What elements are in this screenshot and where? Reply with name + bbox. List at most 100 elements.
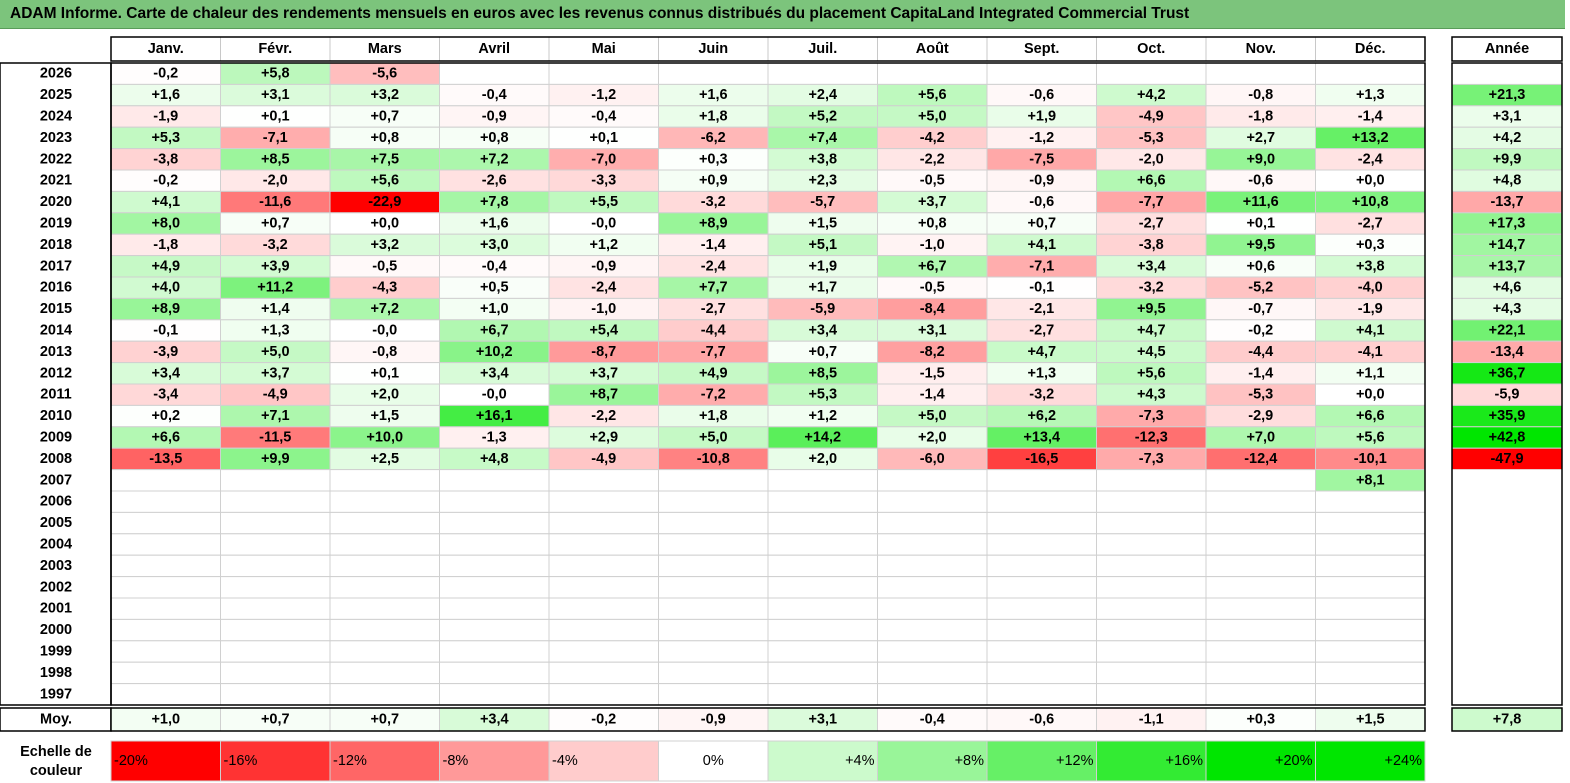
avg-cell-value: -1,1 bbox=[1139, 712, 1164, 728]
heat-cell-value: +6,7 bbox=[918, 258, 947, 274]
heat-cell bbox=[986, 62, 1097, 85]
heat-cell bbox=[548, 511, 659, 535]
heat-cell-value: +9,5 bbox=[1246, 237, 1275, 253]
heat-cell bbox=[1205, 683, 1316, 706]
scale-swatch-label: +12% bbox=[1056, 753, 1094, 769]
heat-cell bbox=[439, 618, 550, 642]
heat-cell bbox=[986, 576, 1097, 599]
annual-cell-value: +14,7 bbox=[1489, 237, 1526, 253]
year-label: 2015 bbox=[40, 301, 72, 317]
month-header-cell bbox=[986, 36, 1097, 62]
heat-cell bbox=[548, 683, 659, 706]
heat-cell-value: -16,5 bbox=[1025, 451, 1058, 467]
heat-cell-value: -0,6 bbox=[1029, 194, 1054, 210]
heat-cell bbox=[1205, 533, 1316, 556]
heat-cell-value: -5,2 bbox=[1248, 280, 1273, 296]
annual-cell-value: -13,7 bbox=[1490, 194, 1523, 210]
scale-swatch-label: +4% bbox=[845, 753, 875, 769]
heat-cell-value: -0,6 bbox=[1029, 87, 1054, 103]
avg-cell-value: +1,5 bbox=[1356, 712, 1385, 728]
heat-cell bbox=[767, 469, 878, 492]
annual-cell-value: +9,9 bbox=[1493, 151, 1522, 167]
heat-cell-value: +5,0 bbox=[699, 430, 728, 446]
heat-cell-value: +2,9 bbox=[589, 430, 618, 446]
year-label: 1999 bbox=[40, 644, 72, 660]
heat-cell bbox=[1315, 640, 1426, 663]
heat-cell-value: +1,6 bbox=[699, 87, 728, 103]
heat-cell bbox=[220, 511, 331, 535]
heat-cell bbox=[877, 469, 988, 492]
heat-cell-value: +2,5 bbox=[370, 451, 399, 467]
heat-cell-value: -6,0 bbox=[920, 451, 945, 467]
heat-cell-value: +10,2 bbox=[476, 344, 513, 360]
heat-cell-value: -4,9 bbox=[263, 387, 288, 403]
heat-cell bbox=[767, 618, 878, 642]
heat-cell-value: +9,0 bbox=[1246, 151, 1275, 167]
heat-cell-value: +9,9 bbox=[261, 451, 290, 467]
scale-swatch-label: +8% bbox=[955, 753, 985, 769]
heat-cell bbox=[439, 490, 550, 513]
heat-cell-value: -3,2 bbox=[1139, 280, 1164, 296]
heat-cell-value: +4,8 bbox=[480, 451, 509, 467]
heat-cell-value: +3,4 bbox=[808, 323, 837, 339]
annual-cell-value: +21,3 bbox=[1489, 87, 1526, 103]
heat-cell-value: +8,7 bbox=[589, 387, 618, 403]
avg-cell-value: +3,4 bbox=[480, 712, 509, 728]
heat-cell bbox=[329, 683, 440, 706]
avg-cell-value: +1,0 bbox=[151, 712, 180, 728]
heat-cell-value: +1,5 bbox=[808, 216, 837, 232]
heat-cell bbox=[329, 469, 440, 492]
heat-cell-value: +3,7 bbox=[261, 365, 290, 381]
scale-swatch-label: +20% bbox=[1275, 753, 1313, 769]
heat-cell bbox=[220, 618, 331, 642]
heat-cell bbox=[1315, 597, 1426, 620]
heat-cell bbox=[877, 683, 988, 706]
heat-cell-value: +10,8 bbox=[1352, 194, 1389, 210]
heat-cell-value: -4,9 bbox=[591, 451, 616, 467]
heat-cell-value: +5,6 bbox=[1356, 430, 1385, 446]
heat-cell-value: +5,1 bbox=[808, 237, 837, 253]
heat-cell-value: -7,1 bbox=[263, 130, 288, 146]
heat-cell bbox=[658, 554, 769, 578]
heat-cell-value: +7,5 bbox=[370, 151, 399, 167]
heat-cell-value: -2,9 bbox=[1248, 408, 1273, 424]
year-label: 2001 bbox=[40, 601, 72, 617]
heat-cell-value: +7,2 bbox=[480, 151, 509, 167]
heat-cell-value: -0,1 bbox=[1029, 280, 1054, 296]
scale-swatch-label: -4% bbox=[552, 753, 578, 769]
heat-cell bbox=[986, 554, 1097, 578]
heat-cell-value: -10,8 bbox=[697, 451, 730, 467]
avg-cell-value: -0,4 bbox=[920, 712, 945, 728]
annual-cell-value: -13,4 bbox=[1490, 344, 1523, 360]
heat-cell-value: +8,1 bbox=[1356, 472, 1385, 488]
heat-cell-value: -3,4 bbox=[153, 387, 178, 403]
heat-cell-value: +13,2 bbox=[1352, 130, 1389, 146]
heat-cell-value: +5,0 bbox=[918, 408, 947, 424]
heat-cell-value: -8,2 bbox=[920, 344, 945, 360]
heat-cell bbox=[658, 62, 769, 85]
heat-cell bbox=[658, 618, 769, 642]
year-label: 2023 bbox=[40, 130, 72, 146]
heat-cell-value: +2,7 bbox=[1246, 130, 1275, 146]
heat-cell-value: +1,7 bbox=[808, 280, 837, 296]
heat-cell bbox=[110, 511, 221, 535]
heat-cell-value: +0,7 bbox=[1027, 216, 1056, 232]
year-label: 2017 bbox=[40, 258, 72, 274]
heat-cell-value: -1,0 bbox=[591, 301, 616, 317]
heat-cell bbox=[1096, 597, 1207, 620]
heat-cell-value: -12,3 bbox=[1135, 430, 1168, 446]
heat-cell-value: -2,7 bbox=[1029, 323, 1054, 339]
heat-cell bbox=[767, 511, 878, 535]
heat-cell-value: +5,2 bbox=[808, 109, 837, 125]
heat-cell-value: +3,7 bbox=[589, 365, 618, 381]
annual-cell bbox=[1452, 469, 1562, 491]
heat-cell-value: -1,5 bbox=[920, 365, 945, 381]
heat-cell-value: -7,5 bbox=[1029, 151, 1054, 167]
heat-cell bbox=[986, 533, 1097, 556]
heat-cell-value: -2,7 bbox=[1139, 216, 1164, 232]
heat-cell bbox=[767, 640, 878, 663]
grid-border bbox=[110, 62, 1426, 706]
heat-cell-value: +5,6 bbox=[1137, 365, 1166, 381]
heat-cell bbox=[439, 533, 550, 556]
